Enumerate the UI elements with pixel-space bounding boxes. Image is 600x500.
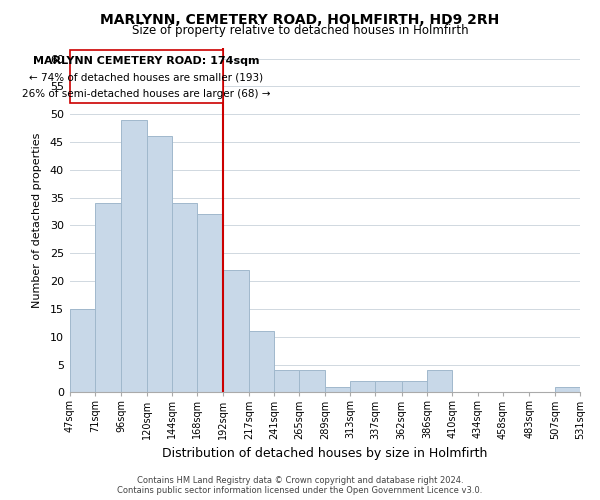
Bar	[146, 136, 172, 392]
Text: MARLYNN CEMETERY ROAD: 174sqm: MARLYNN CEMETERY ROAD: 174sqm	[33, 56, 259, 66]
Text: 26% of semi-detached houses are larger (68) →: 26% of semi-detached houses are larger (…	[22, 89, 271, 99]
Bar	[172, 203, 197, 392]
FancyBboxPatch shape	[70, 50, 223, 103]
Bar	[376, 381, 402, 392]
Bar	[70, 309, 95, 392]
Bar	[402, 381, 427, 392]
Bar	[197, 214, 223, 392]
Bar	[121, 120, 146, 392]
Bar	[274, 370, 299, 392]
Bar	[299, 370, 325, 392]
Text: Contains HM Land Registry data © Crown copyright and database right 2024.
Contai: Contains HM Land Registry data © Crown c…	[118, 476, 482, 495]
Bar	[554, 387, 580, 392]
Bar	[427, 370, 452, 392]
Bar	[325, 387, 350, 392]
Bar	[95, 203, 121, 392]
X-axis label: Distribution of detached houses by size in Holmfirth: Distribution of detached houses by size …	[162, 447, 487, 460]
Bar	[223, 270, 249, 392]
Text: Size of property relative to detached houses in Holmfirth: Size of property relative to detached ho…	[131, 24, 469, 37]
Bar	[249, 331, 274, 392]
Bar	[350, 381, 376, 392]
Text: ← 74% of detached houses are smaller (193): ← 74% of detached houses are smaller (19…	[29, 72, 263, 83]
Y-axis label: Number of detached properties: Number of detached properties	[32, 132, 41, 308]
Text: MARLYNN, CEMETERY ROAD, HOLMFIRTH, HD9 2RH: MARLYNN, CEMETERY ROAD, HOLMFIRTH, HD9 2…	[100, 12, 500, 26]
